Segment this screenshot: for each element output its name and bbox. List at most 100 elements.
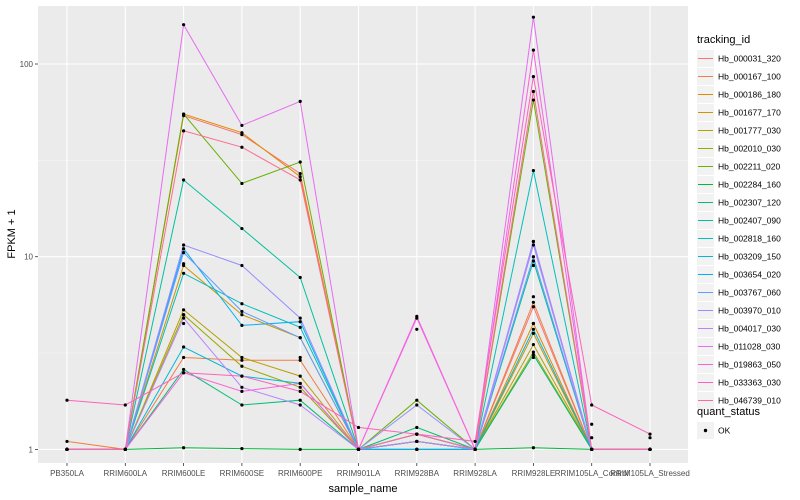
data-point (240, 263, 244, 268)
legend2-title: quant_status (697, 406, 760, 418)
data-point (415, 432, 419, 436)
data-point (531, 353, 536, 357)
data-point (182, 313, 186, 317)
legend-label: Hb_002284_160 (718, 180, 781, 190)
data-point (182, 251, 186, 255)
legend-label: Hb_000167_100 (718, 72, 781, 82)
data-point (240, 131, 244, 135)
data-point (65, 398, 69, 402)
data-point (298, 160, 302, 164)
legend2-marker (703, 428, 708, 433)
data-point (182, 345, 186, 349)
data-point (531, 263, 536, 268)
x-tick-label: RRIM928LE (512, 469, 556, 478)
data-point (182, 371, 186, 375)
legend-label: Hb_002818_160 (718, 234, 781, 244)
data-point (648, 436, 652, 440)
legend-label: Hb_046739_010 (718, 396, 781, 406)
y-axis-ticks: 1 10 100 (20, 60, 38, 454)
data-point (531, 350, 536, 354)
y-tick-label: 100 (20, 60, 34, 69)
data-point (590, 422, 594, 426)
legend-items: Hb_000031_320 Hb_000167_100 Hb_000186_180 H… (697, 50, 781, 409)
data-point (298, 381, 302, 386)
y-tick-label: 1 (29, 445, 34, 454)
legend-label: Hb_003209_150 (718, 252, 781, 262)
legend-label: Hb_001677_170 (718, 108, 781, 118)
data-point (298, 175, 302, 179)
x-tick-label: RRIM928BA (395, 469, 440, 478)
data-point (240, 145, 244, 149)
data-point (531, 75, 536, 79)
data-point (356, 447, 361, 451)
legend: tracking_id Hb_000031_320Hb_000167_100Hb… (697, 34, 781, 439)
legend-label: Hb_033363_030 (718, 378, 781, 388)
x-tick-label: RRIM600LE (162, 469, 206, 478)
data-point (531, 446, 536, 450)
data-point (240, 181, 244, 186)
data-point (531, 239, 536, 244)
data-point (415, 398, 419, 402)
data-point (531, 295, 536, 299)
data-point (298, 316, 302, 320)
data-point (240, 385, 244, 389)
data-point (240, 403, 244, 407)
x-tick-label: PB350LA (50, 469, 84, 478)
data-point (182, 243, 186, 247)
data-point (415, 314, 419, 319)
legend-label: Hb_002407_090 (718, 216, 781, 226)
data-point (182, 112, 186, 116)
data-point (415, 447, 419, 451)
legend-label: Hb_002307_120 (718, 198, 781, 208)
data-point (298, 171, 302, 176)
data-point (531, 243, 536, 247)
legend-label: Hb_003654_020 (718, 270, 781, 280)
y-tick-label: 10 (24, 253, 33, 262)
data-point (240, 355, 244, 360)
legend-label: Hb_011028_030 (718, 342, 781, 352)
data-point (240, 123, 244, 128)
data-point (415, 327, 419, 331)
data-point (415, 403, 419, 407)
data-point (182, 308, 186, 312)
data-point (182, 271, 186, 275)
legend-label: Hb_001777_030 (718, 126, 781, 136)
legend-label: Hb_004017_030 (718, 324, 781, 334)
legend-label: Hb_003767_060 (718, 288, 781, 298)
data-point (298, 320, 302, 324)
legend-title: tracking_id (697, 34, 750, 46)
data-point (473, 447, 477, 451)
data-point (590, 403, 594, 407)
data-point (240, 313, 244, 317)
x-tick-label: RRIM600LA (104, 469, 148, 478)
data-point (182, 129, 186, 133)
data-point (240, 226, 244, 231)
x-tick-label: RRIM600SE (220, 469, 264, 478)
x-tick-label: RRIM105LA_Stressed (610, 469, 690, 478)
data-point (531, 168, 536, 173)
data-point (531, 15, 536, 19)
x-tick-label: RRIM600PE (278, 469, 322, 478)
legend2-items: OK (697, 422, 731, 439)
x-axis-ticks: PB350LA RRIM600LA RRIM600LE RRIM600SE RRIM60… (50, 463, 690, 478)
y-axis-title: FPKM + 1 (6, 209, 18, 258)
data-point (415, 425, 419, 430)
data-point (240, 374, 244, 378)
x-axis-title: sample_name (328, 483, 397, 495)
data-point (240, 446, 244, 451)
data-point (648, 432, 652, 436)
legend-label: Hb_002211_020 (718, 162, 781, 172)
data-point (298, 358, 302, 362)
data-point (648, 447, 652, 451)
data-point (182, 247, 186, 251)
data-point (298, 385, 302, 389)
data-point (182, 321, 186, 326)
data-point (182, 367, 186, 372)
data-point (240, 309, 244, 314)
data-point (182, 446, 186, 450)
data-point (531, 48, 536, 52)
data-point (123, 403, 127, 407)
data-point (298, 389, 302, 393)
data-point (240, 358, 244, 362)
